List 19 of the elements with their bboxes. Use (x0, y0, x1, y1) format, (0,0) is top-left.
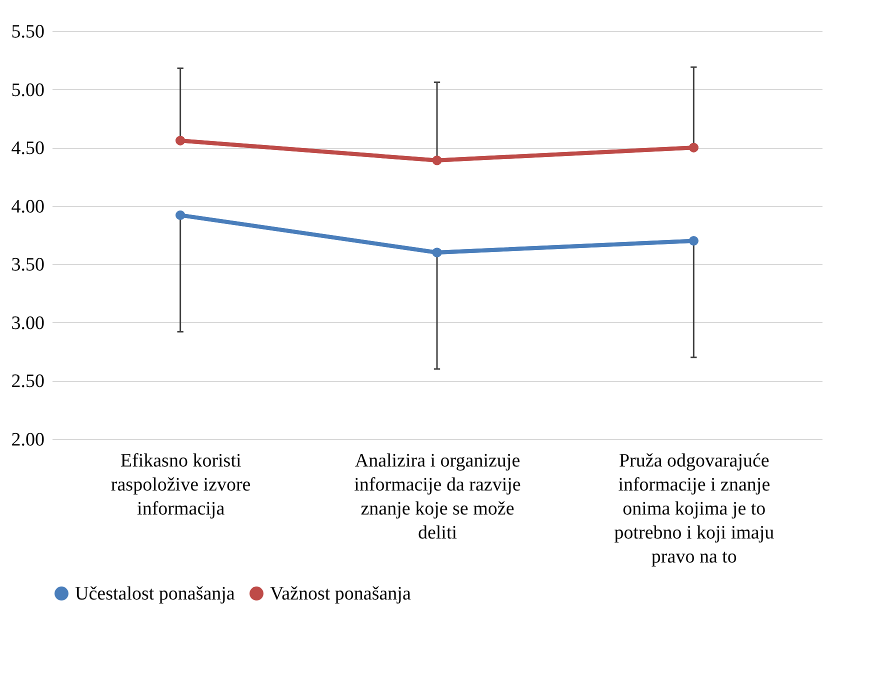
y-tick-label: 3.50 (11, 254, 44, 276)
legend-label: Učestalost ponašanja (75, 584, 236, 605)
y-tick-label: 5.50 (11, 22, 44, 42)
point (176, 136, 186, 146)
x-tick-label: Pruža odgovarajuće informacije i znanje onima kojima je to potrebno i koji imaju pravo na to (614, 450, 775, 568)
y-tick-label: 2.00 (11, 430, 44, 450)
x-tick-label: Efikasno koristi raspoložive izvore informacija (110, 450, 251, 520)
y-tick-label: 4.00 (11, 196, 44, 218)
point (688, 142, 698, 152)
y-tick-label: 2.50 (11, 371, 44, 392)
x-tick-label: Analizira i organizuje informacije da razvije znanje koje se može deliti (354, 450, 521, 544)
point (176, 210, 186, 220)
legend-label: Važnost ponašanja (270, 584, 412, 605)
point (688, 236, 698, 246)
y-tick-label: 5.00 (11, 80, 44, 101)
point (432, 156, 442, 166)
y-tick-label: 3.00 (11, 312, 44, 334)
point (432, 248, 442, 258)
y-tick-label: 4.50 (11, 138, 44, 160)
